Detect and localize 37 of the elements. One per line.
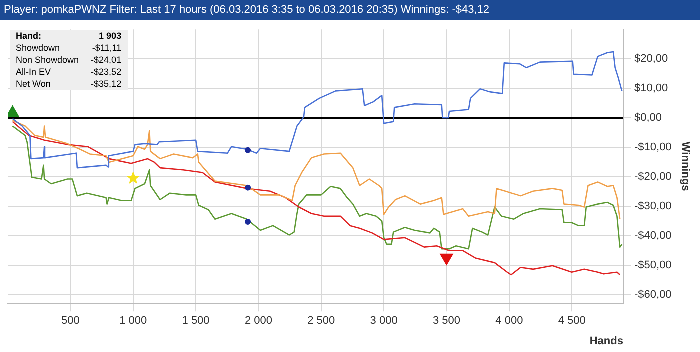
annotation: -$11,11 <box>91 42 123 54</box>
annotation: -$35,12 <box>90 78 123 90</box>
x-tick-label: 2 500 <box>308 315 336 328</box>
annotation: Non Showdown <box>15 54 80 66</box>
annotation: -$23,52 <box>90 66 123 78</box>
x-tick-label: 500 <box>62 315 80 328</box>
y-tick-label: -$10,00 <box>634 141 672 154</box>
x-tick-label: 4 500 <box>558 315 586 328</box>
x-axis-title: Hands <box>590 335 624 348</box>
annotation: Showdown <box>15 42 62 54</box>
point <box>440 254 454 266</box>
x-tick-label: 3 000 <box>370 315 398 328</box>
annotation: Net Won <box>15 78 52 90</box>
y-tick-label: -$20,00 <box>634 170 672 183</box>
y-tick-label: $20,00 <box>634 53 668 66</box>
y-tick-label: -$60,00 <box>634 288 672 301</box>
chart-title: Player: pomkaPWNZ Filter: Last 17 hours (06.03.2016 3:35 to 06.03.2016 20:35) Winnings: -$43,12 <box>0 0 700 20</box>
y-tick-label: -$30,00 <box>634 200 672 212</box>
x-tick-label: 1 000 <box>120 315 148 328</box>
annotation: All-In EV <box>15 66 52 78</box>
y-tick-label: $10,00 <box>634 82 668 95</box>
y-tick-label: $0,00 <box>634 112 662 124</box>
x-tick-label: 3 500 <box>432 315 461 328</box>
y-axis-title: Winnings <box>679 142 692 192</box>
y-tick-label: -$40,00 <box>634 230 672 242</box>
annotation: Hand: <box>15 30 42 42</box>
point <box>126 171 140 184</box>
y-tick-label: -$50,00 <box>634 259 672 272</box>
point <box>245 184 252 191</box>
annotation: 1 903 <box>98 30 123 42</box>
x-tick-label: 4 000 <box>496 315 524 328</box>
point <box>8 106 20 118</box>
annotation: -$24,01 <box>90 54 123 66</box>
point <box>245 147 252 154</box>
x-tick-label: 2 000 <box>244 315 272 328</box>
x-tick-label: 1 500 <box>182 315 210 328</box>
point <box>245 218 252 225</box>
